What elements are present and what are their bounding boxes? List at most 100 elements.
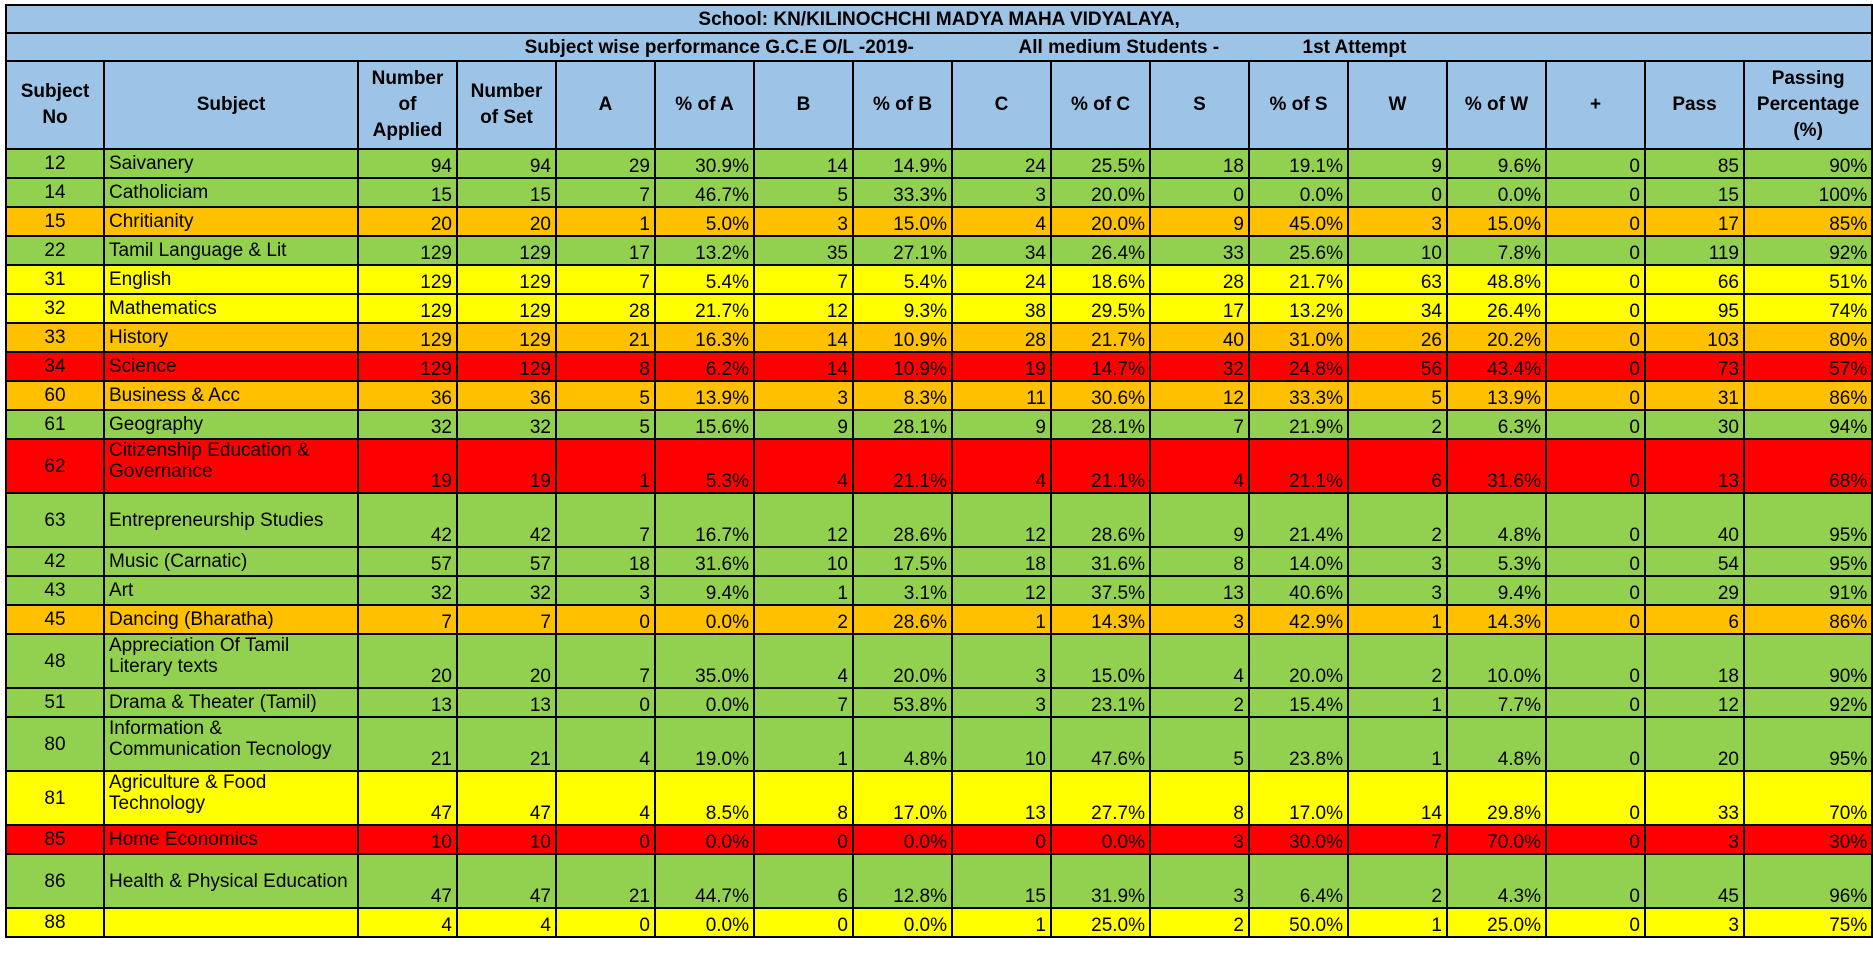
cell-grade-b[interactable]: 3 (753, 380, 854, 411)
cell-grade-a[interactable]: 0 (555, 824, 656, 855)
cell-grade-w[interactable]: 3 (1347, 206, 1448, 237)
cell-percent-a[interactable]: 16.7% (654, 492, 755, 548)
cell-number-applied[interactable]: 20 (357, 206, 458, 237)
cell-plus[interactable]: 0 (1545, 716, 1646, 772)
cell-percent-s[interactable]: 13.2% (1248, 293, 1349, 324)
cell-percent-b[interactable]: 14.9% (852, 148, 953, 179)
cell-passing-percentage[interactable]: 95% (1742, 546, 1873, 577)
cell-number-set[interactable]: 20 (456, 633, 557, 689)
cell-percent-a[interactable]: 6.2% (654, 351, 755, 382)
cell-grade-b[interactable]: 12 (753, 492, 854, 548)
cell-pass[interactable]: 6 (1644, 604, 1745, 635)
cell-number-applied[interactable]: 15 (357, 177, 458, 208)
cell-number-set[interactable]: 47 (456, 770, 557, 826)
cell-grade-s[interactable]: 12 (1149, 380, 1250, 411)
cell-percent-c[interactable]: 14.7% (1050, 351, 1151, 382)
cell-percent-a[interactable]: 5.4% (654, 264, 755, 295)
cell-subject-no[interactable]: 88 (5, 907, 105, 938)
cell-grade-b[interactable]: 0 (753, 824, 854, 855)
cell-grade-b[interactable]: 4 (753, 633, 854, 689)
cell-percent-c[interactable]: 31.6% (1050, 546, 1151, 577)
cell-subject[interactable]: Art (103, 575, 359, 606)
cell-grade-a[interactable]: 0 (555, 687, 656, 718)
cell-passing-percentage[interactable]: 86% (1742, 604, 1873, 635)
cell-percent-s[interactable]: 30.0% (1248, 824, 1349, 855)
cell-subject-no[interactable]: 33 (5, 322, 105, 353)
cell-passing-percentage[interactable]: 68% (1742, 438, 1873, 494)
cell-percent-w[interactable]: 29.8% (1446, 770, 1547, 826)
cell-percent-s[interactable]: 42.9% (1248, 604, 1349, 635)
cell-percent-w[interactable]: 70.0% (1446, 824, 1547, 855)
cell-grade-w[interactable]: 1 (1347, 604, 1448, 635)
cell-plus[interactable]: 0 (1545, 438, 1646, 494)
cell-subject[interactable]: English (103, 264, 359, 295)
cell-grade-a[interactable]: 1 (555, 206, 656, 237)
cell-grade-c[interactable]: 10 (951, 716, 1052, 772)
cell-grade-a[interactable]: 0 (555, 604, 656, 635)
cell-passing-percentage[interactable]: 92% (1742, 687, 1873, 718)
cell-plus[interactable]: 0 (1545, 264, 1646, 295)
cell-plus[interactable]: 0 (1545, 409, 1646, 440)
cell-percent-s[interactable]: 23.8% (1248, 716, 1349, 772)
cell-subject-no[interactable]: 80 (5, 716, 105, 772)
cell-subject-no[interactable]: 61 (5, 409, 105, 440)
cell-grade-w[interactable]: 2 (1347, 492, 1448, 548)
cell-subject-no[interactable]: 48 (5, 633, 105, 689)
cell-grade-c[interactable]: 1 (951, 604, 1052, 635)
cell-subject-no[interactable]: 32 (5, 293, 105, 324)
cell-number-applied[interactable]: 10 (357, 824, 458, 855)
cell-grade-b[interactable]: 3 (753, 206, 854, 237)
cell-number-set[interactable]: 36 (456, 380, 557, 411)
cell-grade-c[interactable]: 3 (951, 687, 1052, 718)
cell-grade-a[interactable]: 4 (555, 770, 656, 826)
cell-percent-c[interactable]: 0.0% (1050, 824, 1151, 855)
cell-subject-no[interactable]: 43 (5, 575, 105, 606)
cell-percent-c[interactable]: 47.6% (1050, 716, 1151, 772)
cell-pass[interactable]: 20 (1644, 716, 1745, 772)
cell-passing-percentage[interactable]: 74% (1742, 293, 1873, 324)
cell-subject[interactable]: Agriculture & Food Technology (103, 770, 359, 826)
cell-grade-c[interactable]: 24 (951, 264, 1052, 295)
cell-grade-a[interactable]: 21 (555, 322, 656, 353)
cell-percent-a[interactable]: 13.9% (654, 380, 755, 411)
cell-subject[interactable]: Health & Physical Education (103, 853, 359, 909)
cell-percent-b[interactable]: 53.8% (852, 687, 953, 718)
cell-passing-percentage[interactable]: 92% (1742, 235, 1873, 266)
cell-pass[interactable]: 29 (1644, 575, 1745, 606)
cell-grade-c[interactable]: 0 (951, 824, 1052, 855)
cell-number-set[interactable]: 47 (456, 853, 557, 909)
cell-number-set[interactable]: 129 (456, 351, 557, 382)
cell-number-applied[interactable]: 57 (357, 546, 458, 577)
cell-subject-no[interactable]: 85 (5, 824, 105, 855)
cell-percent-c[interactable]: 30.6% (1050, 380, 1151, 411)
cell-number-applied[interactable]: 42 (357, 492, 458, 548)
cell-grade-c[interactable]: 3 (951, 633, 1052, 689)
cell-passing-percentage[interactable]: 100% (1742, 177, 1873, 208)
cell-percent-s[interactable]: 25.6% (1248, 235, 1349, 266)
cell-grade-b[interactable]: 5 (753, 177, 854, 208)
cell-grade-s[interactable]: 3 (1149, 604, 1250, 635)
cell-percent-b[interactable]: 15.0% (852, 206, 953, 237)
cell-plus[interactable]: 0 (1545, 148, 1646, 179)
cell-percent-s[interactable]: 21.7% (1248, 264, 1349, 295)
cell-percent-a[interactable]: 8.5% (654, 770, 755, 826)
cell-grade-a[interactable]: 17 (555, 235, 656, 266)
cell-number-set[interactable]: 42 (456, 492, 557, 548)
cell-grade-c[interactable]: 24 (951, 148, 1052, 179)
cell-pass[interactable]: 33 (1644, 770, 1745, 826)
cell-grade-a[interactable]: 7 (555, 177, 656, 208)
cell-plus[interactable]: 0 (1545, 824, 1646, 855)
cell-percent-c[interactable]: 15.0% (1050, 633, 1151, 689)
cell-grade-w[interactable]: 63 (1347, 264, 1448, 295)
cell-plus[interactable]: 0 (1545, 351, 1646, 382)
cell-grade-c[interactable]: 19 (951, 351, 1052, 382)
header-percent-c[interactable]: % of C (1050, 60, 1151, 150)
cell-percent-b[interactable]: 28.1% (852, 409, 953, 440)
cell-subject[interactable]: Entrepreneurship Studies (103, 492, 359, 548)
cell-subject-no[interactable]: 62 (5, 438, 105, 494)
cell-subject[interactable]: Mathematics (103, 293, 359, 324)
cell-grade-b[interactable]: 14 (753, 148, 854, 179)
cell-percent-w[interactable]: 26.4% (1446, 293, 1547, 324)
cell-number-applied[interactable]: 4 (357, 907, 458, 938)
cell-passing-percentage[interactable]: 90% (1742, 148, 1873, 179)
